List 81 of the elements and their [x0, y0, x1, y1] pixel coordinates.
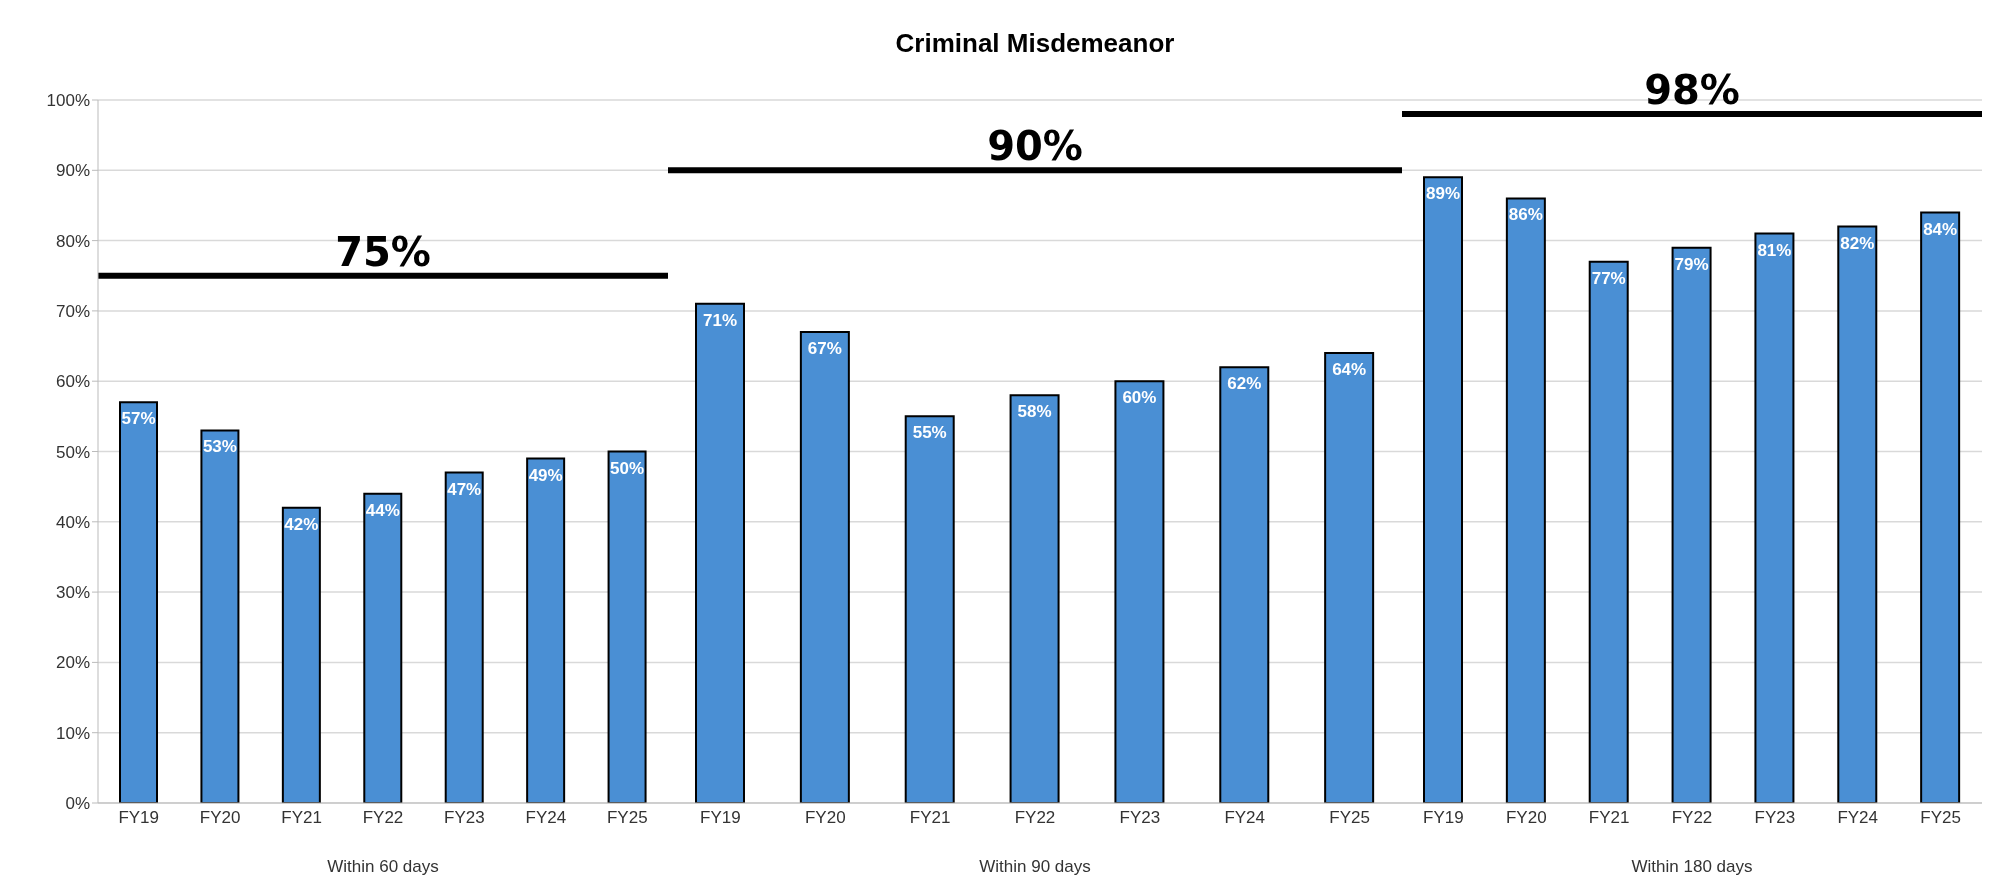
y-tick-label: 50%: [55, 442, 90, 462]
y-tick-label: 10%: [55, 723, 90, 743]
bar: [607, 450, 647, 803]
x-tick-label: FY25: [1329, 808, 1370, 828]
y-tick-label: 90%: [55, 161, 90, 181]
data-label: 50%: [610, 458, 645, 478]
bar: [1423, 176, 1463, 803]
x-tick-label: FY22: [1671, 808, 1713, 828]
ref-line-label: 98%: [1644, 67, 1740, 114]
y-tick-label: 70%: [55, 301, 90, 321]
bar: [119, 401, 158, 803]
y-tick-label: 40%: [55, 512, 90, 532]
data-label: 79%: [1674, 254, 1709, 274]
x-tick-label: FY23: [1754, 808, 1796, 828]
bar: [1837, 225, 1878, 803]
y-tick-label: 100%: [46, 91, 90, 111]
y-tick-label: 80%: [55, 231, 90, 251]
x-tick-label: FY21: [1588, 808, 1630, 828]
y-tick-label: 20%: [55, 653, 90, 673]
x-tick-label: FY21: [281, 808, 322, 828]
data-label: 84%: [1923, 219, 1958, 239]
x-tick-label: FY22: [1014, 808, 1056, 828]
x-tick-label: FY24: [525, 808, 567, 828]
data-label: 60%: [1122, 388, 1157, 408]
ref-line-label: 75%: [335, 228, 431, 275]
data-label: 81%: [1757, 240, 1792, 260]
data-label: 62%: [1227, 374, 1262, 394]
ref-line-label: 90%: [987, 123, 1083, 170]
data-label: 86%: [1508, 205, 1543, 225]
x-tick-label: FY24: [1224, 808, 1266, 828]
data-label: 71%: [702, 310, 738, 330]
bar: [200, 429, 240, 803]
bar: [444, 471, 484, 803]
x-axis-title: Within 180 days: [1631, 857, 1753, 876]
data-label: 89%: [1425, 184, 1461, 204]
bar: [1588, 260, 1629, 803]
bar: [1219, 366, 1270, 803]
bar: [904, 415, 955, 803]
data-label: 82%: [1840, 233, 1875, 253]
data-label: 57%: [121, 409, 156, 429]
x-axis-title: Within 60 days: [327, 857, 439, 876]
bar: [1920, 211, 1961, 803]
data-label: 67%: [807, 339, 842, 359]
bar: [1505, 197, 1546, 803]
bar: [695, 302, 745, 803]
x-tick-label: FY23: [444, 808, 485, 828]
x-tick-label: FY23: [1119, 808, 1161, 828]
data-label: 42%: [284, 514, 319, 534]
x-tick-label: FY21: [909, 808, 951, 828]
bar: [363, 492, 403, 803]
chart-title: Criminal Misdemeanor: [894, 28, 1176, 59]
data-label: 64%: [1332, 360, 1367, 380]
data-label: 44%: [365, 500, 400, 520]
x-tick-label: FY20: [199, 808, 241, 828]
x-tick-label: FY24: [1837, 808, 1879, 828]
data-label: 77%: [1591, 268, 1626, 288]
x-tick-label: FY20: [1505, 808, 1547, 828]
bar: [281, 506, 321, 803]
bar: [1671, 246, 1712, 803]
data-label: 55%: [912, 423, 947, 443]
data-label: 49%: [528, 465, 563, 485]
y-tick-label: 0%: [65, 794, 90, 814]
x-axis-title: Within 90 days: [979, 857, 1091, 876]
data-label: 47%: [447, 479, 482, 499]
x-tick-label: FY25: [1920, 808, 1961, 828]
bar: [1114, 380, 1165, 803]
x-tick-label: FY22: [362, 808, 404, 828]
x-tick-label: FY20: [804, 808, 846, 828]
bar: [799, 330, 850, 803]
x-tick-label: FY19: [118, 808, 160, 828]
y-tick-label: 30%: [55, 583, 90, 603]
data-label: 53%: [202, 437, 237, 457]
x-tick-label: FY25: [606, 808, 648, 828]
x-tick-label: FY19: [700, 808, 741, 828]
bar: [1324, 352, 1375, 803]
bar: [526, 457, 566, 803]
x-tick-label: FY19: [1423, 808, 1464, 828]
data-label: 58%: [1017, 402, 1052, 422]
y-tick-label: 60%: [55, 372, 90, 392]
bar: [1754, 232, 1795, 803]
bar: [1009, 394, 1060, 803]
